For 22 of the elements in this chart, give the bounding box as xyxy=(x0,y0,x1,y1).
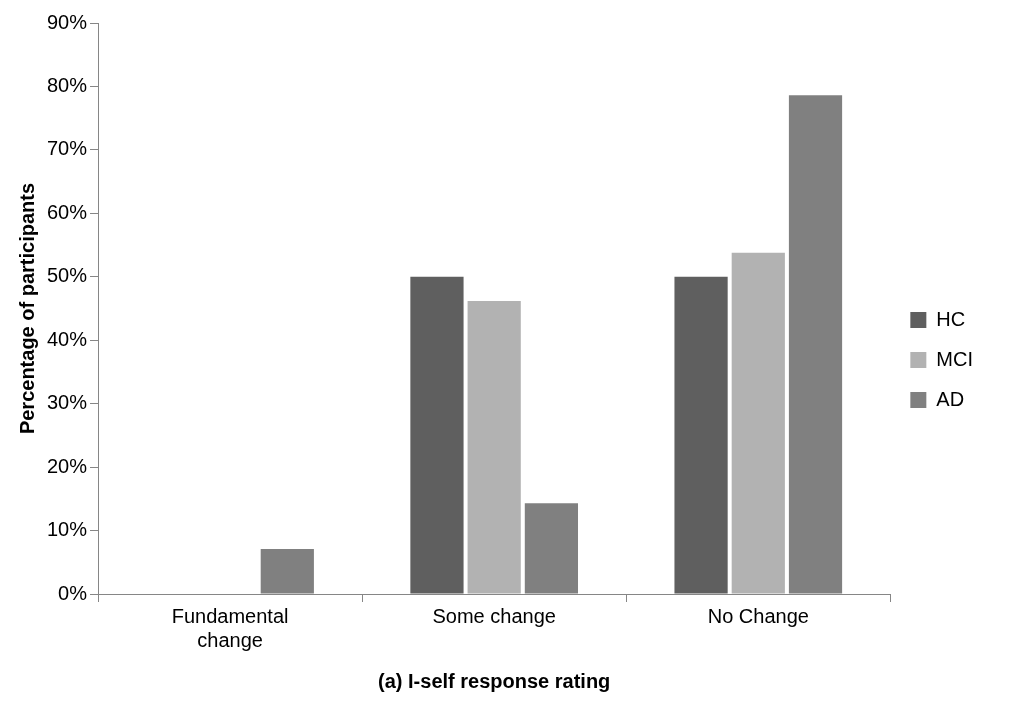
y-axis-title: Percentage of participants xyxy=(15,182,38,435)
x-tick-label: Fundamental change xyxy=(171,604,289,651)
legend-label: HC xyxy=(936,307,966,330)
x-tick-label: No Change xyxy=(707,604,809,627)
y-tick-label: 0% xyxy=(58,581,88,604)
x-tick-label: Some change xyxy=(432,604,556,627)
bar xyxy=(674,276,728,594)
y-tick-label: 10% xyxy=(47,518,88,541)
legend-label: AD xyxy=(936,387,965,410)
legend-label: MCI xyxy=(936,347,974,370)
y-tick-label: 90% xyxy=(47,10,88,33)
y-tick-label: 30% xyxy=(47,391,88,414)
y-tick-label: 20% xyxy=(47,454,88,477)
bar xyxy=(410,276,464,594)
y-tick-label: 70% xyxy=(47,137,88,160)
bar xyxy=(467,300,521,594)
x-axis-title: (a) I-self response rating xyxy=(378,669,611,692)
bar xyxy=(731,252,785,594)
y-tick-label: 40% xyxy=(47,327,88,350)
y-tick-label: 60% xyxy=(47,200,88,223)
y-tick-label: 80% xyxy=(47,73,88,96)
y-tick-label: 50% xyxy=(47,264,88,287)
